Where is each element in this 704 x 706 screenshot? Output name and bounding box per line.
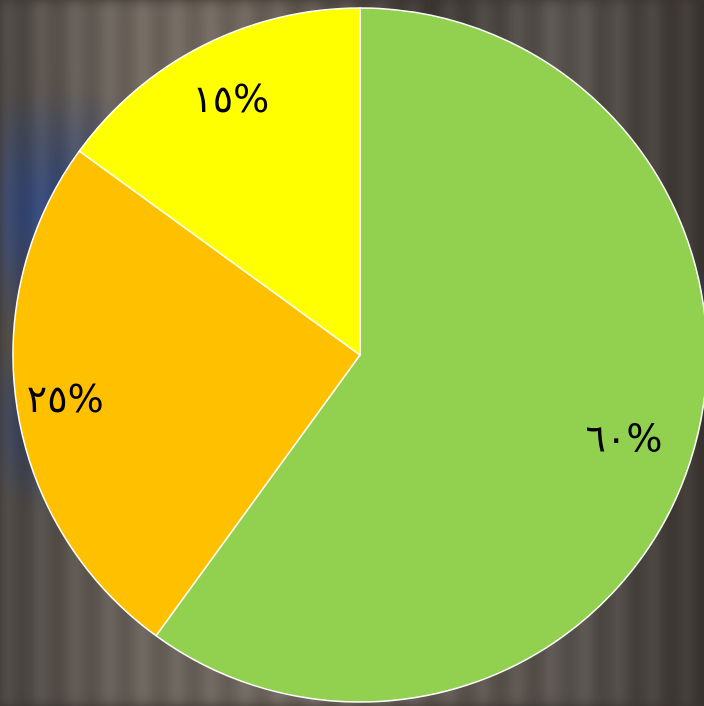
pie-slice-2 (12, 149, 362, 637)
pie-slice-label-3: ١٥% (192, 77, 269, 121)
pie-slice-label-2: ٢٥% (27, 377, 104, 421)
pie-slice-1 (154, 7, 704, 703)
pie-slice-label-1: ٦٠% (586, 416, 663, 460)
pie-slice-3 (78, 7, 361, 357)
